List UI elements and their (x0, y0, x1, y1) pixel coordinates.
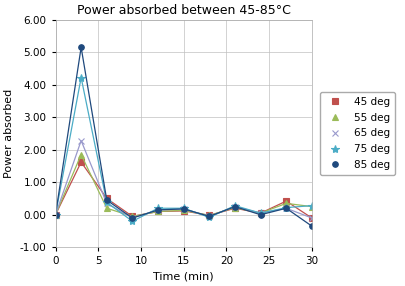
65 deg (181, 207, 186, 210)
Line: 65 deg: 65 deg (52, 137, 315, 221)
85 deg (309, 225, 314, 228)
55 deg (104, 206, 109, 210)
65 deg (156, 208, 160, 212)
65 deg (309, 216, 314, 220)
85 deg (258, 213, 263, 217)
45 deg (232, 206, 237, 210)
55 deg (284, 202, 289, 205)
65 deg (104, 202, 109, 205)
65 deg (79, 139, 83, 142)
55 deg (181, 208, 186, 212)
55 deg (309, 205, 314, 208)
45 deg (284, 199, 289, 203)
Y-axis label: Power absorbed: Power absorbed (4, 89, 14, 178)
85 deg (207, 215, 212, 218)
55 deg (156, 210, 160, 213)
75 deg (79, 76, 83, 79)
85 deg (181, 207, 186, 210)
45 deg (258, 211, 263, 215)
65 deg (53, 213, 58, 217)
55 deg (207, 214, 212, 217)
X-axis label: Time (min): Time (min) (153, 272, 214, 282)
65 deg (232, 205, 237, 208)
55 deg (130, 215, 135, 218)
75 deg (53, 213, 58, 217)
45 deg (156, 210, 160, 213)
85 deg (130, 216, 135, 220)
Line: 85 deg: 85 deg (53, 45, 315, 229)
75 deg (207, 216, 212, 219)
45 deg (79, 160, 83, 164)
Line: 75 deg: 75 deg (51, 74, 316, 225)
Line: 55 deg: 55 deg (52, 151, 315, 220)
85 deg (156, 208, 160, 212)
85 deg (79, 46, 83, 49)
85 deg (53, 213, 58, 217)
85 deg (284, 206, 289, 210)
75 deg (284, 206, 289, 209)
55 deg (232, 206, 237, 209)
45 deg (309, 216, 314, 220)
65 deg (258, 211, 263, 215)
75 deg (181, 206, 186, 210)
55 deg (53, 213, 58, 217)
75 deg (104, 201, 109, 204)
Line: 45 deg: 45 deg (53, 159, 315, 221)
85 deg (104, 198, 109, 202)
45 deg (181, 209, 186, 212)
45 deg (104, 197, 109, 200)
45 deg (53, 213, 58, 217)
Legend: 45 deg, 55 deg, 65 deg, 75 deg, 85 deg: 45 deg, 55 deg, 65 deg, 75 deg, 85 deg (320, 92, 395, 175)
75 deg (156, 206, 160, 210)
65 deg (130, 216, 135, 220)
75 deg (130, 220, 135, 223)
55 deg (258, 211, 263, 215)
Title: Power absorbed between 45-85°C: Power absorbed between 45-85°C (77, 4, 291, 17)
75 deg (232, 204, 237, 207)
75 deg (258, 211, 263, 215)
65 deg (284, 206, 289, 210)
85 deg (232, 205, 237, 208)
45 deg (130, 215, 135, 218)
75 deg (309, 204, 314, 207)
55 deg (79, 153, 83, 156)
45 deg (207, 214, 212, 217)
65 deg (207, 215, 212, 218)
